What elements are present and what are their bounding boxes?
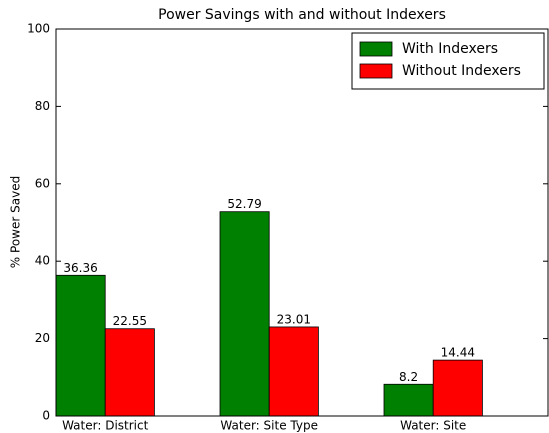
bar [55,274,106,417]
data-label: 23.01 [277,312,311,326]
legend-swatch [359,41,393,57]
y-axis-label: % Power Saved [9,176,23,268]
data-label: 52.79 [227,197,261,211]
x-tick-label: Water: Site Type [220,419,318,433]
data-label: 14.44 [441,346,475,360]
chart-title: Power Savings with and without Indexers [158,7,446,23]
data-label: 22.55 [113,314,147,328]
data-label: 8.2 [399,370,418,384]
y-tick-label: 40 [35,254,50,268]
plot-frame [55,28,549,417]
legend-label: Without Indexers [402,63,521,79]
y-tick-label: 100 [27,22,50,36]
legend-label: With Indexers [402,41,498,57]
y-tick-label: 80 [35,99,50,113]
y-tick-label: 60 [35,176,50,190]
y-tick-label: 20 [35,331,50,345]
bar [104,328,155,417]
bar [383,383,434,417]
legend-swatch [359,63,393,79]
data-label: 36.36 [63,261,97,275]
bar [432,359,483,417]
x-tick-label: Water: Site [400,419,466,433]
bar [219,211,270,417]
y-tick-label: 0 [42,409,50,423]
bar [268,326,319,417]
x-tick-label: Water: District [62,419,149,433]
